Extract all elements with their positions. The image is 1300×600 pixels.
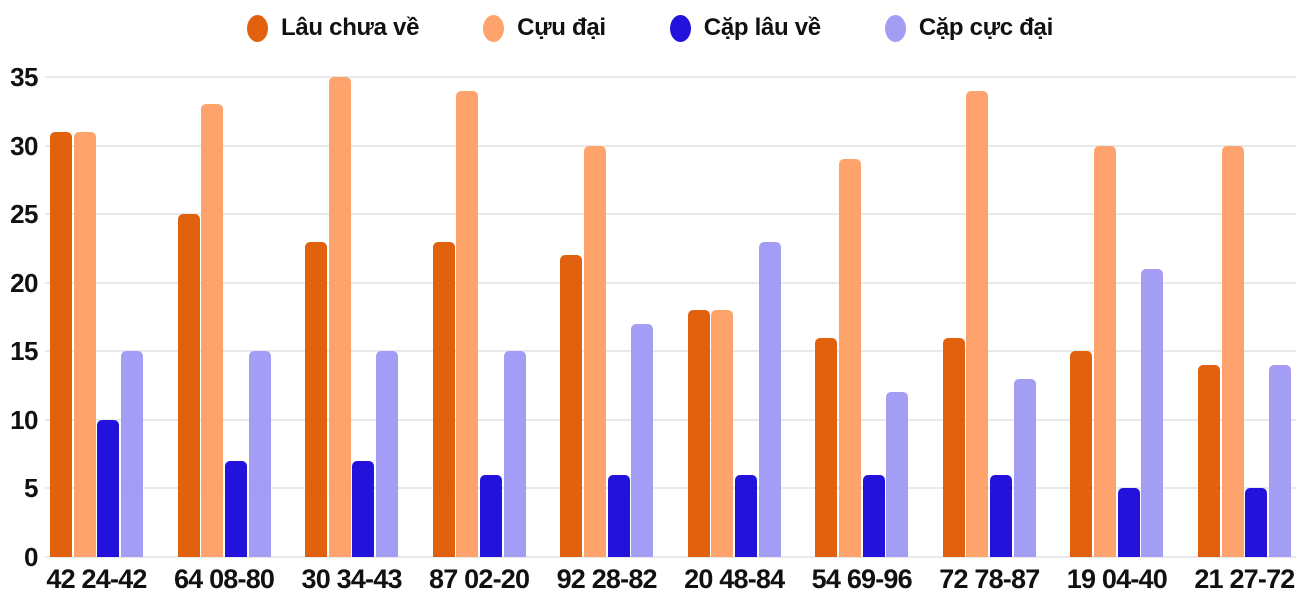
y-tick-label: 20 bbox=[10, 267, 38, 298]
bar-cặp-lâu-về-3[interactable] bbox=[479, 474, 502, 557]
bar-cặp-lâu-về-2[interactable] bbox=[352, 461, 375, 557]
bar-lâu-chưa-về-0[interactable] bbox=[50, 131, 72, 557]
legend: Lâu chưa về Cựu đại Cặp lâu về Cặp cực đại bbox=[0, 8, 1300, 48]
bar-group-3: 87 02-20 bbox=[429, 77, 530, 594]
gridline-20 bbox=[45, 281, 1296, 284]
bar-cựu-đại-7[interactable] bbox=[966, 90, 989, 557]
bar-groups: 42 24-42 64 08-80 30 34-43 87 02-20 92 28-82… bbox=[45, 77, 1296, 594]
y-tick-label: 10 bbox=[10, 404, 38, 435]
bar-lâu-chưa-về-9[interactable] bbox=[1197, 365, 1220, 557]
bar-cặp-cực-đại-4[interactable] bbox=[631, 323, 654, 557]
y-tick-label: 5 bbox=[24, 473, 38, 504]
bar-cựu-đại-4[interactable] bbox=[583, 145, 606, 557]
bar-cặp-cực-đại-3[interactable] bbox=[503, 351, 526, 557]
bar-cặp-lâu-về-7[interactable] bbox=[990, 474, 1013, 557]
y-axis: 0 5 10 15 20 25 30 35 bbox=[0, 64, 38, 570]
bar-group-1: 64 08-80 bbox=[174, 77, 275, 594]
bar-lâu-chưa-về-8[interactable] bbox=[1070, 351, 1093, 557]
bar-cựu-đại-5[interactable] bbox=[711, 310, 734, 557]
x-tick-label: 87 02-20 bbox=[429, 564, 530, 594]
gridline-35 bbox=[45, 76, 1296, 78]
gridline-0 bbox=[45, 556, 1296, 558]
gridline-15 bbox=[45, 350, 1296, 353]
bar-cựu-đại-1[interactable] bbox=[201, 104, 224, 557]
y-tick-label: 15 bbox=[10, 336, 38, 367]
bar-cặp-cực-đại-2[interactable] bbox=[376, 351, 399, 557]
legend-marker-icon bbox=[884, 14, 906, 42]
legend-marker-icon bbox=[483, 14, 505, 42]
bar-lâu-chưa-về-6[interactable] bbox=[815, 337, 838, 557]
bar-group-7: 72 78-87 bbox=[939, 77, 1040, 594]
bar-cặp-lâu-về-1[interactable] bbox=[224, 461, 247, 557]
bar-group-4: 92 28-82 bbox=[557, 77, 658, 594]
x-tick-label: 21 27-72 bbox=[1194, 564, 1295, 594]
x-tick-label: 30 34-43 bbox=[301, 564, 402, 594]
bar-lâu-chưa-về-4[interactable] bbox=[560, 255, 583, 557]
bar-group-2: 30 34-43 bbox=[301, 77, 402, 594]
gridline-5 bbox=[45, 487, 1296, 490]
plot-area: 42 24-42 64 08-80 30 34-43 87 02-20 92 28-82… bbox=[45, 76, 1296, 594]
bar-lâu-chưa-về-3[interactable] bbox=[432, 241, 455, 557]
gridline-30 bbox=[45, 144, 1296, 147]
bar-cặp-cực-đại-6[interactable] bbox=[886, 392, 909, 557]
legend-marker-icon bbox=[247, 14, 269, 42]
bar-cặp-cực-đại-7[interactable] bbox=[1013, 378, 1036, 557]
x-tick-label: 42 24-42 bbox=[46, 564, 147, 594]
bar-cựu-đại-3[interactable] bbox=[456, 90, 479, 557]
bar-cặp-cực-đại-5[interactable] bbox=[758, 241, 781, 557]
legend-marker-icon bbox=[669, 14, 691, 42]
bar-cặp-lâu-về-0[interactable] bbox=[97, 419, 120, 557]
y-tick-label: 25 bbox=[10, 199, 38, 230]
bar-group-5: 20 48-84 bbox=[684, 77, 785, 594]
bar-cựu-đại-9[interactable] bbox=[1221, 145, 1244, 557]
bar-lâu-chưa-về-2[interactable] bbox=[305, 241, 328, 557]
y-tick-label: 30 bbox=[10, 130, 38, 161]
bar-group-8: 19 04-40 bbox=[1067, 77, 1168, 594]
bar-group-0: 42 24-42 bbox=[46, 77, 147, 594]
legend-item-series-2[interactable]: Cặp lâu về bbox=[669, 14, 821, 42]
bar-cặp-lâu-về-9[interactable] bbox=[1245, 488, 1268, 557]
bar-cặp-lâu-về-6[interactable] bbox=[862, 474, 885, 557]
legend-label: Cựu đại bbox=[517, 14, 606, 41]
legend-label: Cặp lâu về bbox=[703, 14, 821, 41]
x-tick-label: 54 69-96 bbox=[811, 564, 913, 594]
x-tick-label: 72 78-87 bbox=[939, 564, 1040, 594]
bar-cặp-lâu-về-4[interactable] bbox=[607, 474, 630, 557]
bar-cựu-đại-0[interactable] bbox=[73, 131, 96, 557]
gridline-25 bbox=[45, 213, 1296, 216]
bar-group-6: 54 69-96 bbox=[812, 77, 913, 594]
bar-cặp-lâu-về-8[interactable] bbox=[1117, 488, 1140, 557]
bar-cặp-cực-đại-9[interactable] bbox=[1268, 365, 1291, 557]
y-tick-label: 35 bbox=[10, 62, 38, 92]
legend-item-series-0[interactable]: Lâu chưa về bbox=[247, 14, 419, 42]
x-tick-label: 92 28-82 bbox=[556, 564, 658, 594]
y-tick-label: 0 bbox=[24, 542, 38, 572]
bar-cựu-đại-6[interactable] bbox=[838, 159, 861, 557]
x-tick-label: 64 08-80 bbox=[173, 564, 275, 594]
gridline-10 bbox=[45, 418, 1296, 421]
bar-cựu-đại-2[interactable] bbox=[328, 77, 351, 557]
bar-lâu-chưa-về-7[interactable] bbox=[942, 337, 965, 557]
bar-cặp-cực-đại-0[interactable] bbox=[120, 351, 143, 557]
bar-cặp-cực-đại-8[interactable] bbox=[1141, 269, 1164, 557]
bar-group-9: 21 27-72 bbox=[1194, 77, 1295, 594]
bar-cặp-lâu-về-5[interactable] bbox=[735, 474, 758, 557]
x-tick-label: 20 48-84 bbox=[684, 564, 785, 594]
legend-label: Lâu chưa về bbox=[281, 14, 420, 41]
legend-label: Cặp cực đại bbox=[918, 14, 1053, 41]
bar-lâu-chưa-về-1[interactable] bbox=[177, 214, 200, 557]
bar-cựu-đại-8[interactable] bbox=[1094, 145, 1117, 557]
legend-item-series-3[interactable]: Cặp cực đại bbox=[884, 14, 1053, 42]
x-tick-label: 19 04-40 bbox=[1066, 564, 1168, 594]
bar-cặp-cực-đại-1[interactable] bbox=[248, 351, 271, 557]
legend-item-series-1[interactable]: Cựu đại bbox=[483, 14, 606, 42]
bar-lâu-chưa-về-5[interactable] bbox=[687, 310, 710, 557]
